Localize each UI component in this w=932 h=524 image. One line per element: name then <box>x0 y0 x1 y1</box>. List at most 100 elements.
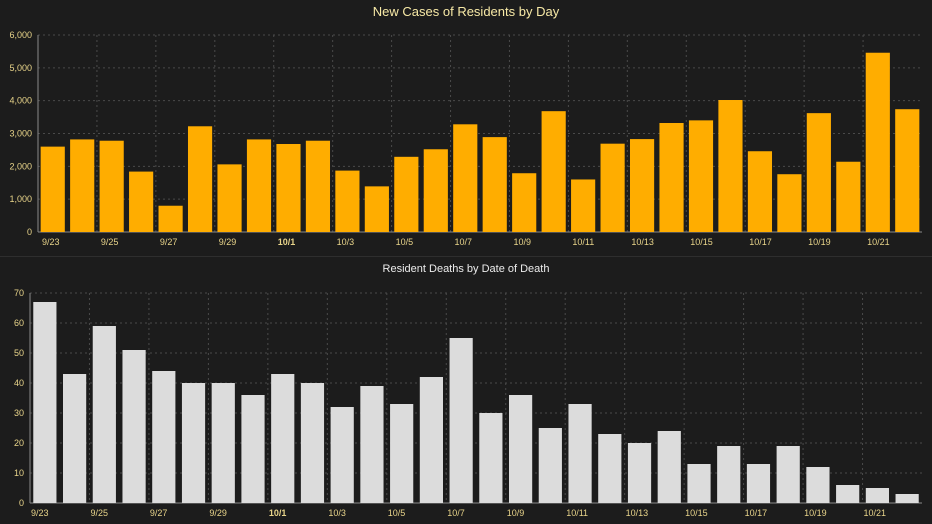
bar-9-25 <box>92 326 116 503</box>
bar-9-27 <box>152 371 176 503</box>
y-tick-label: 3,000 <box>9 129 32 139</box>
bar-10-13 <box>627 443 652 503</box>
y-tick-label: 0 <box>27 227 32 237</box>
y-tick-label: 0 <box>19 498 24 508</box>
bar-9-27 <box>158 205 183 232</box>
x-tick-label: 9/27 <box>150 508 168 518</box>
x-tick-label: 9/25 <box>101 237 119 247</box>
bar-9-25 <box>99 140 124 232</box>
bar-10-3 <box>330 407 354 503</box>
bar-10-13 <box>629 139 655 232</box>
bar-10-12 <box>598 434 622 503</box>
bar-10-9 <box>512 173 537 232</box>
y-tick-label: 50 <box>14 348 24 358</box>
bar-10-16 <box>718 100 743 232</box>
bar-10-19 <box>806 467 830 503</box>
x-tick-label: 10/17 <box>745 508 768 518</box>
bar-10-11 <box>571 179 596 232</box>
x-tick-label: 10/19 <box>804 508 827 518</box>
x-tick-label: 10/9 <box>507 508 525 518</box>
bar-10-18 <box>776 446 800 503</box>
x-tick-label: 9/23 <box>42 237 60 247</box>
x-tick-label: 10/17 <box>749 237 772 247</box>
bar-10-2 <box>300 383 325 503</box>
bar-10-1 <box>276 144 301 232</box>
y-tick-label: 70 <box>14 288 24 298</box>
chart-title: Resident Deaths by Date of Death <box>383 263 550 275</box>
bar-10-9 <box>509 395 533 503</box>
bar-10-1 <box>271 374 295 503</box>
bar-10-14 <box>659 122 684 232</box>
y-tick-label: 30 <box>14 408 24 418</box>
bar-10-22 <box>895 109 920 232</box>
x-tick-label: 10/15 <box>685 508 708 518</box>
y-tick-label: 5,000 <box>9 63 32 73</box>
bar-10-18 <box>777 174 802 232</box>
bar-10-8 <box>479 413 503 503</box>
bar-10-15 <box>688 120 714 232</box>
new-cases-chart: New Cases of Residents by Day 0 1,000 2,00… <box>9 4 922 247</box>
bar-10-6 <box>423 149 448 232</box>
x-tick-label: 10/5 <box>396 237 414 247</box>
bar-10-4 <box>360 386 384 503</box>
bar-9-29 <box>217 164 242 232</box>
x-tick-label: 10/7 <box>447 508 465 518</box>
bar-10-7 <box>453 124 478 232</box>
x-tick-label: 10/13 <box>631 237 654 247</box>
y-tick-label: 10 <box>14 468 24 478</box>
bar-9-30 <box>246 139 272 232</box>
x-tick-label: 10/1 <box>269 508 287 518</box>
x-tick-label: 10/21 <box>867 237 890 247</box>
bar-10-10 <box>541 111 566 232</box>
bar-10-20 <box>836 161 861 232</box>
bar-9-23 <box>33 302 57 503</box>
bar-10-14 <box>657 431 681 503</box>
bar-10-17 <box>746 464 771 503</box>
y-tick-label: 2,000 <box>9 161 32 171</box>
bar-10-17 <box>747 151 773 232</box>
bar-10-8 <box>482 137 507 232</box>
x-tick-label: 9/23 <box>31 508 49 518</box>
y-tick-label: 60 <box>14 318 24 328</box>
bar-10-4 <box>364 186 389 232</box>
y-tick-label: 1,000 <box>9 194 32 204</box>
x-tick-label: 10/1 <box>278 237 296 247</box>
bar-10-2 <box>305 140 331 232</box>
bar-10-10 <box>538 428 562 503</box>
y-tick-label: 6,000 <box>9 30 32 40</box>
x-tick-label: 10/21 <box>864 508 887 518</box>
x-tick-label: 10/11 <box>566 508 588 518</box>
x-tick-label: 9/25 <box>90 508 108 518</box>
x-tick-label: 10/13 <box>626 508 649 518</box>
bar-10-16 <box>717 446 741 503</box>
bar-10-15 <box>687 464 711 503</box>
x-tick-label: 10/3 <box>337 237 355 247</box>
x-tick-label: 10/9 <box>513 237 531 247</box>
bar-10-11 <box>568 404 592 503</box>
x-tick-label: 9/27 <box>160 237 178 247</box>
bar-10-21 <box>865 488 889 503</box>
bar-9-26 <box>122 350 146 503</box>
bar-10-22 <box>895 494 919 503</box>
bar-9-28 <box>187 126 213 232</box>
bar-10-21 <box>865 52 890 233</box>
bar-9-23 <box>40 146 65 232</box>
bar-9-30 <box>241 395 265 503</box>
y-tick-label: 40 <box>14 378 24 388</box>
bar-9-24 <box>70 139 95 232</box>
bar-9-29 <box>211 383 235 503</box>
bar-10-6 <box>419 377 443 503</box>
bar-10-12 <box>600 143 625 232</box>
resident-deaths-chart: Resident Deaths by Date of Death 0 10 20 30… <box>14 263 922 518</box>
x-tick-label: 10/11 <box>572 237 594 247</box>
bar-10-3 <box>335 170 360 232</box>
chart-divider <box>0 256 932 257</box>
y-tick-label: 4,000 <box>9 96 32 106</box>
bar-10-5 <box>394 156 419 232</box>
bar-10-19 <box>806 113 831 232</box>
x-tick-label: 10/15 <box>690 237 713 247</box>
bar-10-20 <box>836 485 860 503</box>
chart-title: New Cases of Residents by Day <box>373 4 560 19</box>
x-tick-label: 10/19 <box>808 237 831 247</box>
